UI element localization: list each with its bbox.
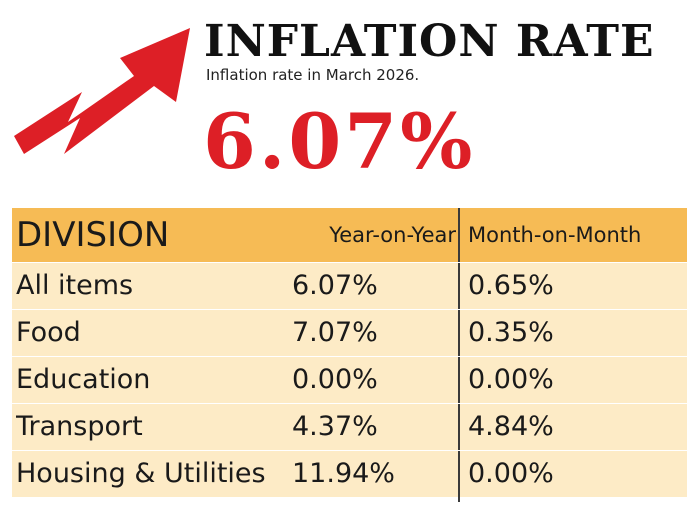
- table-header-row: DIVISION Year-on-Year Month-on-Month: [12, 208, 687, 262]
- division-cell: All items: [16, 270, 134, 301]
- month-on-month-cell: 4.84%: [468, 411, 554, 442]
- year-on-year-cell: 7.07%: [292, 317, 378, 348]
- page-title: INFLATION RATE: [204, 16, 655, 67]
- red-zigzag-up-arrow-icon: [14, 28, 190, 154]
- table-row: Education 0.00% 0.00%: [12, 356, 687, 403]
- subtitle: Inflation rate in March 2026.: [206, 66, 420, 84]
- month-on-month-cell: 0.00%: [468, 364, 554, 395]
- table-row: Transport 4.37% 4.84%: [12, 403, 687, 450]
- column-header-year-on-year: Year-on-Year: [329, 223, 456, 247]
- inflation-table: DIVISION Year-on-Year Month-on-Month All…: [12, 208, 687, 502]
- month-on-month-cell: 0.65%: [468, 270, 554, 301]
- row-divider: [12, 450, 687, 451]
- month-on-month-cell: 0.00%: [468, 458, 554, 489]
- row-divider: [12, 403, 687, 404]
- year-on-year-cell: 6.07%: [292, 270, 378, 301]
- headline-inflation-value: 6.07%: [203, 97, 476, 186]
- table-row: Housing & Utilities 11.94% 0.00%: [12, 450, 687, 497]
- row-divider: [12, 262, 687, 263]
- row-divider: [12, 309, 687, 310]
- year-on-year-cell: 11.94%: [292, 458, 395, 489]
- table-row: Food 7.07% 0.35%: [12, 309, 687, 356]
- row-divider: [12, 356, 687, 357]
- division-cell: Food: [16, 317, 81, 348]
- column-header-division: DIVISION: [16, 215, 170, 255]
- year-on-year-cell: 0.00%: [292, 364, 378, 395]
- column-header-month-on-month: Month-on-Month: [468, 223, 642, 247]
- table-row: All items 6.07% 0.65%: [12, 262, 687, 309]
- column-divider: [458, 208, 460, 502]
- division-cell: Education: [16, 364, 151, 395]
- division-cell: Transport: [16, 411, 143, 442]
- year-on-year-cell: 4.37%: [292, 411, 378, 442]
- division-cell: Housing & Utilities: [16, 458, 266, 489]
- month-on-month-cell: 0.35%: [468, 317, 554, 348]
- arrow-shape: [14, 28, 190, 154]
